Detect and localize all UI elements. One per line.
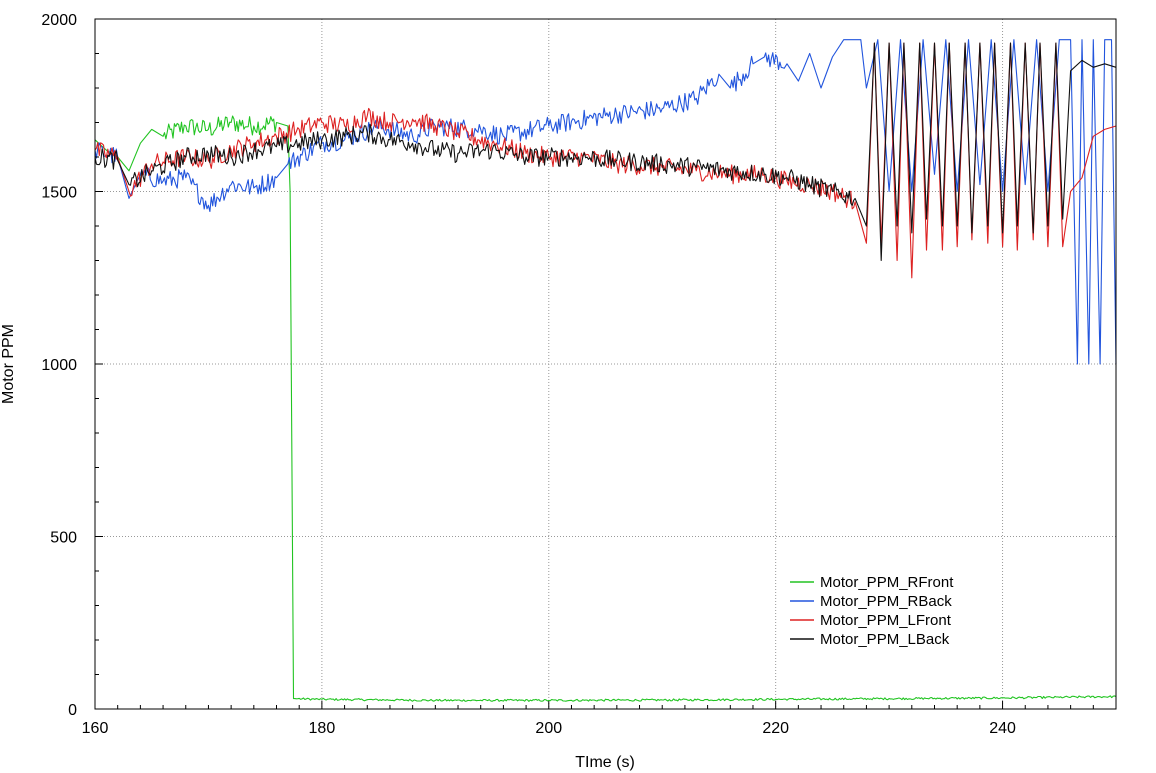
y-tick-label: 1000 [41, 357, 77, 374]
series-line-Motor_PPM_LBack [94, 42, 1117, 262]
y-tick-label: 1500 [41, 185, 77, 202]
legend: Motor_PPM_RFront Motor_PPM_RBack Motor_PPM… [790, 574, 954, 648]
legend-label: Motor_PPM_RFront [820, 574, 954, 591]
series-line-Motor_PPM_RFront [94, 115, 1117, 702]
x-tick-label: 200 [535, 720, 562, 737]
y-tick-label: 500 [50, 530, 77, 547]
legend-label: Motor_PPM_LFront [820, 612, 952, 629]
x-tick-label: 180 [309, 720, 336, 737]
y-axis-label: Motor PPM [0, 324, 17, 404]
series-layer [94, 39, 1117, 702]
y-tick-labels: 0 500 1000 1500 2000 [41, 12, 77, 719]
x-tick-label: 160 [82, 720, 109, 737]
x-tick-labels: 160 180 200 220 240 [82, 720, 1016, 737]
x-axis-label: TIme (s) [575, 754, 635, 771]
y-tick-label: 2000 [41, 12, 77, 29]
axis-ticks [94, 18, 1117, 710]
x-tick-label: 240 [989, 720, 1016, 737]
series-line-Motor_PPM_RBack [94, 39, 1117, 365]
y-tick-label: 0 [68, 702, 77, 719]
legend-label: Motor_PPM_LBack [820, 631, 950, 648]
x-tick-label: 220 [762, 720, 789, 737]
legend-label: Motor_PPM_RBack [820, 593, 952, 610]
